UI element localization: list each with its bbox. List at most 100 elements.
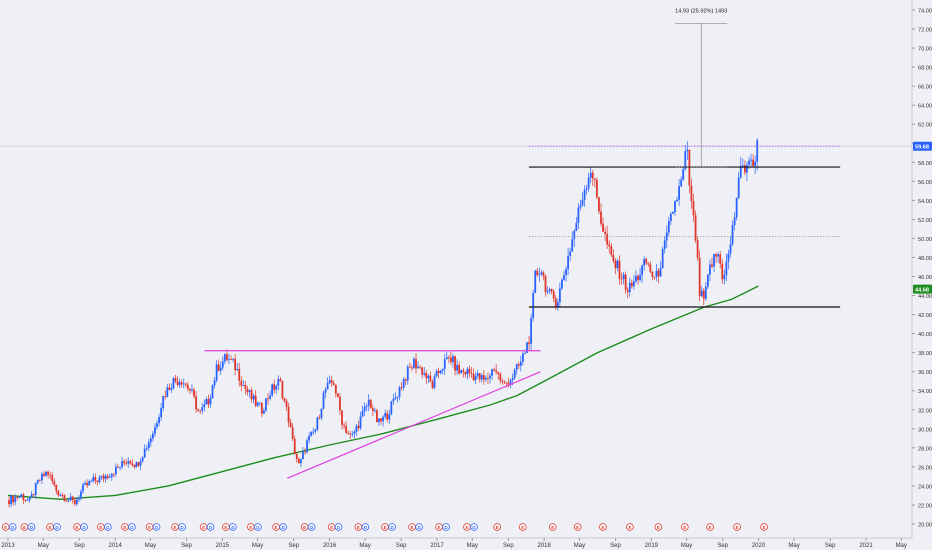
candle-body — [501, 380, 504, 382]
candle-body — [530, 318, 533, 344]
price-label-box — [913, 284, 932, 294]
candle-body — [49, 474, 52, 476]
candle-body — [135, 462, 138, 468]
candle-body — [528, 342, 530, 344]
candle-body — [439, 370, 442, 374]
event-marker-label: D — [209, 525, 212, 530]
candle-body — [421, 367, 424, 375]
earnings-marker — [548, 523, 557, 531]
candle-body — [86, 483, 89, 486]
candle-body — [419, 366, 422, 368]
candle-body — [571, 239, 574, 252]
x-tick-label: May — [467, 543, 478, 549]
candle-body — [322, 392, 325, 409]
candle-body — [729, 244, 732, 254]
x-tick-label: 2018 — [537, 543, 551, 549]
candle-body — [415, 358, 417, 369]
candle-body — [484, 377, 487, 380]
x-tick-label: May — [788, 543, 799, 549]
x-tick-label: 2019 — [645, 543, 659, 549]
candle-body — [94, 477, 97, 481]
candle-body — [585, 188, 588, 190]
event-marker-label: E — [496, 525, 499, 530]
candle-body — [238, 368, 241, 381]
candle-body — [540, 272, 543, 275]
candle-body — [400, 387, 403, 388]
candle-body — [752, 159, 754, 166]
candle-body — [166, 387, 169, 397]
event-marker-label: D — [155, 525, 158, 530]
candle-body — [24, 500, 27, 501]
candle-body — [612, 254, 615, 261]
candle-body — [334, 384, 337, 394]
candle-body — [534, 270, 537, 293]
earnings-marker — [493, 523, 501, 531]
candle-body — [182, 383, 185, 385]
candle-body — [265, 398, 267, 411]
candle-body — [713, 254, 715, 267]
candle-body — [106, 475, 109, 478]
candle-body — [544, 275, 547, 293]
price-axis[interactable]: 20.00 22.00 24.00 26.00 28.00 30.00 32.00 34.00… — [911, 0, 932, 538]
candle-body — [300, 459, 302, 463]
candle-body — [353, 431, 356, 434]
dividend-marker — [361, 523, 370, 531]
candle-body — [618, 260, 621, 279]
candle-body — [532, 292, 535, 319]
candle-body — [413, 358, 415, 369]
candle-body — [117, 466, 119, 468]
candle-body — [431, 381, 434, 388]
candle-body — [458, 365, 461, 374]
candle-body — [100, 475, 103, 478]
candle-body — [684, 151, 687, 170]
candle-body — [635, 275, 637, 282]
candle-body — [538, 274, 541, 275]
candle-body — [579, 205, 582, 208]
candle-body — [450, 357, 452, 363]
candle-body — [84, 483, 86, 485]
candle-body — [65, 501, 68, 502]
candle-body — [606, 234, 609, 245]
candle-body — [137, 462, 140, 466]
candle-body — [382, 416, 385, 422]
event-marker-label: E — [76, 525, 79, 530]
candle-body — [312, 431, 315, 433]
candle-body — [339, 396, 341, 411]
candle-body — [43, 473, 45, 476]
candle-body — [620, 278, 623, 280]
event-marker-label: E — [357, 525, 360, 530]
candle-body — [505, 382, 508, 384]
x-tick-label: 2017 — [430, 543, 444, 549]
candle-body — [593, 178, 596, 181]
candle-body — [743, 165, 746, 173]
dividend-marker — [128, 523, 136, 531]
time-axis[interactable]: 2013 May Sep 2014 May Sep 2015 May Sep 2016 May Sep… — [0, 537, 932, 550]
candle-body — [324, 389, 327, 393]
candle-body — [343, 424, 345, 427]
candle-body — [573, 230, 576, 240]
candle-body — [336, 393, 339, 397]
candle-body — [513, 369, 516, 379]
candle-body — [489, 375, 491, 379]
event-marker-label: D — [106, 525, 109, 530]
candle-body — [141, 457, 144, 462]
candle-body — [694, 215, 697, 241]
candle-body — [139, 461, 142, 466]
price-label-box — [913, 141, 932, 151]
candle-body — [756, 140, 759, 162]
candle-body — [36, 480, 39, 484]
candle-body — [682, 169, 685, 180]
candle-body — [626, 289, 629, 293]
candle-body — [287, 406, 290, 423]
earnings-marker — [626, 523, 634, 531]
candle-body — [480, 375, 483, 380]
candle-body — [546, 291, 549, 293]
candle-body — [104, 475, 107, 479]
candle-body — [96, 480, 99, 482]
candle-body — [645, 258, 648, 264]
candle-body — [90, 481, 93, 482]
candle-body — [252, 395, 255, 400]
drawing-tools[interactable]: 14.93 (25.92%) 1493 — [0, 8, 912, 479]
